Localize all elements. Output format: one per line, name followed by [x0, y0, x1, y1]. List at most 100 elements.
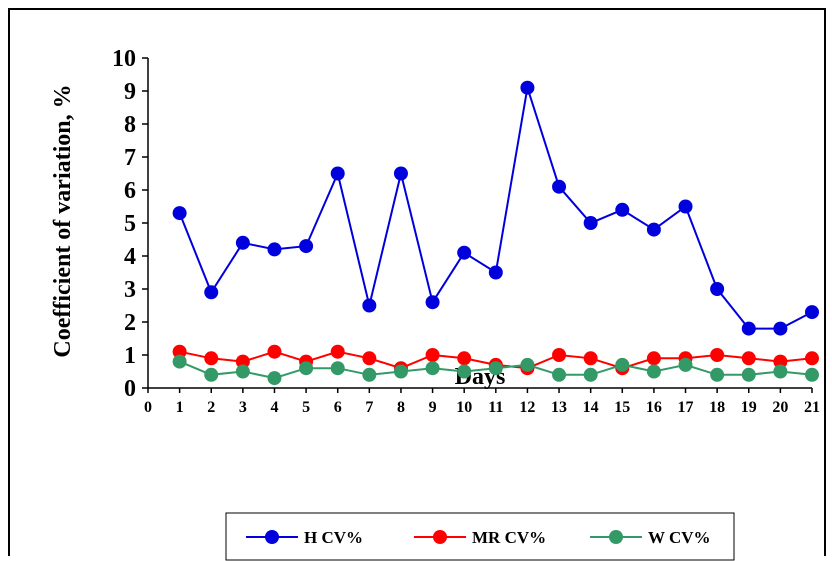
data-point	[393, 364, 408, 379]
x-tick-label: 2	[207, 399, 215, 416]
data-point	[457, 351, 472, 366]
data-point	[805, 367, 819, 382]
data-point	[552, 367, 567, 382]
data-point	[299, 361, 314, 376]
x-tick-label: 11	[488, 399, 503, 416]
data-point	[646, 351, 661, 366]
legend-label: MR CV%	[472, 528, 546, 547]
data-point	[615, 357, 630, 372]
data-point	[552, 179, 567, 194]
x-ticks: 0 1 2 3 4 5 6 7 8 9 10 11 12 13 14 15 16 17 18 19 20 21	[144, 388, 820, 416]
x-tick-label: 17	[678, 399, 694, 416]
data-point	[330, 361, 345, 376]
data-point	[615, 202, 630, 217]
legend-label: H CV%	[304, 528, 363, 547]
data-point	[805, 351, 819, 366]
data-point	[583, 216, 598, 230]
data-point	[204, 285, 219, 300]
x-tick-label: 4	[270, 399, 278, 416]
chart-frame	[8, 8, 826, 556]
data-point	[457, 245, 472, 260]
data-point	[805, 305, 819, 320]
data-point	[741, 367, 756, 382]
data-point	[488, 265, 503, 280]
x-tick-label: 12	[519, 399, 535, 416]
data-point	[552, 348, 567, 362]
data-point	[330, 166, 345, 181]
data-point	[393, 166, 408, 181]
x-tick-label: 15	[614, 399, 630, 416]
y-tick-label: 3	[124, 277, 136, 303]
y-tick-label: 9	[124, 79, 136, 105]
legend-box	[225, 512, 735, 561]
data-point	[299, 239, 314, 254]
x-tick-label: 18	[709, 399, 725, 416]
data-point	[646, 222, 661, 237]
legend-swatch-marker	[609, 530, 623, 544]
x-tick-label: 10	[456, 399, 472, 416]
data-point	[267, 242, 282, 257]
y-tick-label: 4	[124, 244, 136, 270]
x-tick-label: 14	[583, 399, 599, 416]
axes	[147, 58, 812, 389]
legend-item: H CV%	[246, 528, 363, 547]
x-tick-label: 1	[176, 399, 184, 416]
y-tick-label: 2	[124, 310, 136, 336]
data-point	[425, 348, 440, 362]
data-point	[267, 371, 282, 386]
y-tick-label: 8	[124, 112, 136, 138]
data-point	[678, 357, 693, 372]
series-0	[172, 80, 819, 336]
data-point	[204, 367, 219, 382]
y-tick-label: 10	[112, 46, 136, 72]
data-point	[425, 361, 440, 376]
x-tick-label: 9	[429, 399, 437, 416]
data-point	[646, 364, 661, 379]
y-tick-label: 0	[124, 376, 136, 402]
data-point	[457, 364, 472, 379]
x-tick-label: 5	[302, 399, 310, 416]
data-point	[520, 357, 535, 372]
data-point	[583, 367, 598, 382]
data-point	[425, 295, 440, 310]
data-point	[172, 354, 187, 369]
data-point	[710, 282, 725, 296]
data-point	[488, 361, 503, 376]
x-tick-label: 7	[365, 399, 373, 416]
data-point	[235, 354, 250, 369]
y-tick-label: 5	[124, 211, 136, 237]
x-tick-label: 6	[334, 399, 342, 416]
data-point	[773, 321, 788, 336]
y-ticks: 0 1 2 3 4 5 6 7 8 9 10	[112, 46, 148, 402]
series-layer	[172, 80, 819, 386]
data-point	[741, 351, 756, 366]
legend-label: W CV%	[648, 528, 711, 547]
data-point	[172, 206, 187, 221]
data-point	[235, 235, 250, 250]
data-point	[235, 364, 250, 379]
legend-item: MR CV%	[414, 528, 546, 547]
legend-swatch-marker	[265, 530, 279, 544]
x-tick-label: 16	[646, 399, 662, 416]
y-tick-label: 7	[124, 145, 136, 171]
legend-swatch-marker	[433, 530, 447, 544]
x-tick-label: 20	[772, 399, 788, 416]
data-point	[520, 80, 535, 95]
data-point	[773, 354, 788, 369]
x-tick-label: 0	[144, 399, 152, 416]
x-tick-label: 19	[741, 399, 757, 416]
x-tick-label: 13	[551, 399, 567, 416]
data-point	[773, 364, 788, 379]
y-axis-label: Coefficient of variation, %	[50, 84, 76, 357]
data-point	[172, 344, 187, 359]
data-point	[583, 351, 598, 366]
y-tick-label: 6	[124, 178, 136, 204]
data-point	[678, 199, 693, 214]
data-point	[204, 351, 219, 366]
x-tick-label: 21	[804, 399, 820, 416]
data-point	[741, 321, 756, 336]
data-point	[710, 348, 725, 362]
data-point	[362, 351, 377, 366]
x-tick-label: 3	[239, 399, 247, 416]
